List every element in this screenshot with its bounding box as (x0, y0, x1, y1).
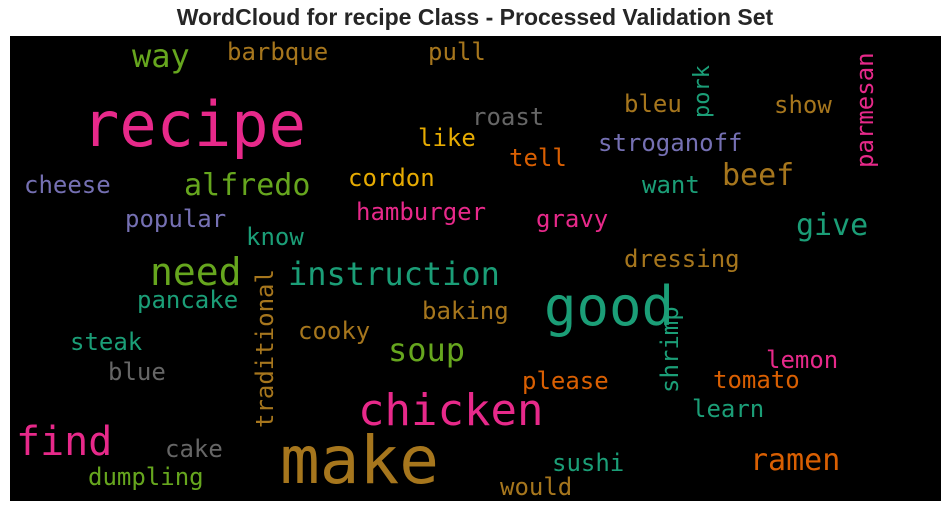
word-shrimp: shrimp (656, 306, 684, 393)
word-know: know (246, 223, 304, 251)
word-chicken: chicken (358, 385, 544, 436)
word-pork: pork (690, 65, 715, 118)
word-pancake: pancake (137, 286, 239, 314)
word-ramen: ramen (750, 443, 841, 478)
word-dressing: dressing (624, 245, 740, 273)
word-need: need (150, 250, 242, 294)
word-give: give (796, 208, 869, 243)
word-tell: tell (509, 144, 567, 172)
word-good: good (544, 275, 675, 338)
word-pull: pull (428, 38, 486, 66)
word-lemon: lemon (766, 346, 839, 374)
word-blue: blue (108, 358, 166, 386)
word-bleu: bleu (624, 90, 682, 118)
word-cake: cake (165, 435, 223, 463)
word-beef: beef (722, 158, 795, 193)
word-show: show (774, 91, 832, 119)
word-popular: popular (125, 205, 227, 233)
word-please: please (522, 367, 609, 395)
word-hamburger: hamburger (356, 198, 487, 226)
word-gravy: gravy (536, 205, 609, 233)
word-baking: baking (422, 297, 509, 325)
word-way: way (132, 37, 190, 75)
word-like: like (418, 124, 476, 152)
word-cooky: cooky (298, 317, 371, 345)
word-cheese: cheese (24, 171, 111, 199)
word-sushi: sushi (552, 449, 625, 477)
word-barbque: barbque (227, 38, 329, 66)
chart-title: WordCloud for recipe Class - Processed V… (176, 4, 774, 30)
word-soup: soup (388, 331, 466, 369)
wordcloud-canvas: recipe make chicken good find need instruction… (10, 36, 941, 501)
word-stroganoff: stroganoff (598, 129, 743, 157)
word-alfredo: alfredo (184, 168, 311, 203)
word-parmesan: parmesan (851, 52, 879, 168)
word-recipe: recipe (82, 88, 306, 161)
word-cordon: cordon (348, 164, 435, 192)
word-steak: steak (70, 328, 143, 356)
word-want: want (642, 171, 700, 199)
word-roast: roast (472, 103, 545, 131)
word-dumpling: dumpling (88, 463, 204, 491)
word-make: make (280, 422, 439, 499)
word-learn: learn (692, 395, 765, 423)
word-would: would (500, 473, 573, 501)
word-instruction: instruction (288, 255, 500, 293)
word-traditional: traditional (251, 269, 279, 428)
word-find: find (16, 419, 113, 465)
word-tomato: tomato (713, 366, 800, 394)
